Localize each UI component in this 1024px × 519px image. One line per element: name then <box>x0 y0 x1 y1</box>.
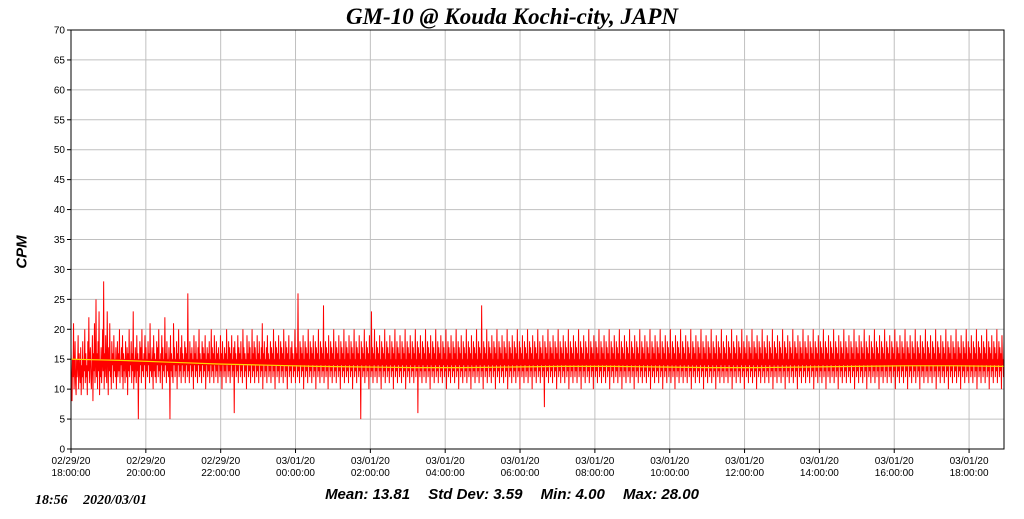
x-tick-label-date: 03/01/20 <box>426 456 465 467</box>
footer-timestamp: 18:56 2020/03/01 <box>35 493 159 509</box>
y-tick-label: 55 <box>54 115 66 126</box>
series-line-average <box>70 358 1005 369</box>
y-tick-label: 50 <box>54 145 66 156</box>
x-tick-label-time: 18:00:00 <box>52 468 91 479</box>
x-tick-label-date: 03/01/20 <box>650 456 689 467</box>
x-tick-label-time: 04:00:00 <box>426 468 465 479</box>
series-line-cpm <box>70 281 1005 420</box>
plot-frame <box>70 29 1005 450</box>
stat-std-dev: Std Dev: 3.59 <box>428 486 523 503</box>
x-tick-label-time: 16:00:00 <box>875 468 914 479</box>
x-tick-label-date: 02/29/20 <box>201 456 240 467</box>
y-tick-label: 65 <box>54 55 66 66</box>
stat-mean: Mean: 13.81 <box>325 486 411 503</box>
x-tick-label-date: 03/01/20 <box>875 456 914 467</box>
stat-min: Min: 4.00 <box>540 486 605 503</box>
x-tick-label-date: 03/01/20 <box>501 456 540 467</box>
y-tick-label: 5 <box>59 415 65 426</box>
x-tick-label-time: 08:00:00 <box>575 468 614 479</box>
x-tick-label-time: 02:00:00 <box>351 468 390 479</box>
x-tick-label-time: 12:00:00 <box>725 468 764 479</box>
x-tick-label-time: 20:00:00 <box>126 468 165 479</box>
y-tick-label: 20 <box>54 325 66 336</box>
x-tick-label-date: 03/01/20 <box>575 456 614 467</box>
footer-time: 18:56 <box>35 493 68 508</box>
stats-bar: Mean: 13.81 Std Dev: 3.59 Min: 4.00 Max:… <box>0 486 1024 503</box>
y-tick-label: 15 <box>54 355 66 366</box>
x-tick-label-date: 03/01/20 <box>800 456 839 467</box>
x-tick-label-date: 03/01/20 <box>351 456 390 467</box>
y-tick-label: 40 <box>54 205 66 216</box>
x-tick-label-date: 03/01/20 <box>276 456 315 467</box>
x-tick-label-date: 02/29/20 <box>126 456 165 467</box>
y-tick-label: 10 <box>54 385 66 396</box>
x-tick-label-time: 18:00:00 <box>950 468 989 479</box>
y-tick-label: 25 <box>54 295 66 306</box>
footer-date: 2020/03/01 <box>83 493 147 508</box>
x-tick-label-time: 00:00:00 <box>276 468 315 479</box>
y-tick-label: 0 <box>59 445 65 456</box>
x-tick-label-date: 02/29/20 <box>52 456 91 467</box>
chart-title: GM-10 @ Kouda Kochi-city, JAPN <box>346 4 678 29</box>
x-tick-label-date: 03/01/20 <box>725 456 764 467</box>
y-tick-label: 45 <box>54 175 66 186</box>
y-tick-label: 30 <box>54 265 66 276</box>
y-tick-label: 60 <box>54 85 66 96</box>
x-tick-label-time: 10:00:00 <box>650 468 689 479</box>
x-tick-label-time: 14:00:00 <box>800 468 839 479</box>
x-tick-label-time: 22:00:00 <box>201 468 240 479</box>
x-tick-label-date: 03/01/20 <box>950 456 989 467</box>
y-tick-label: 70 <box>54 26 66 37</box>
x-tick-label-time: 06:00:00 <box>501 468 540 479</box>
stat-max: Max: 28.00 <box>623 486 699 503</box>
y-tick-label: 35 <box>54 235 66 246</box>
